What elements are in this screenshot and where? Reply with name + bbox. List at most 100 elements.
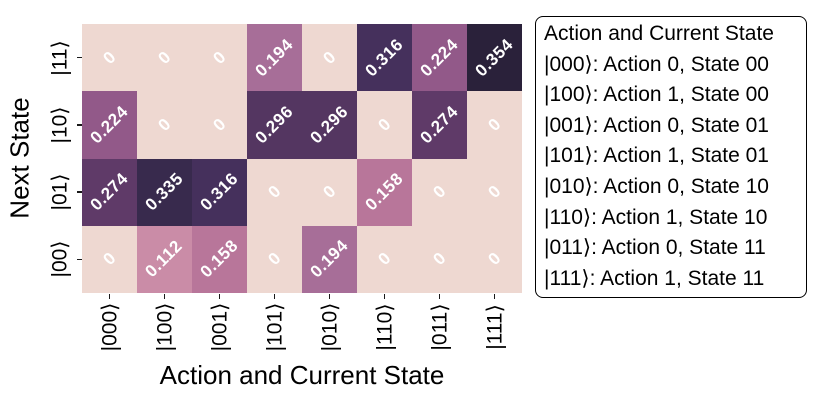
y-tick-mark	[77, 124, 82, 126]
heatmap-cell-r2-c3: 0	[247, 158, 302, 226]
heatmap-cell-value: 0	[318, 47, 340, 68]
heatmap-cell-value: 0.274	[86, 169, 132, 215]
heatmap-cell-r0-c2: 0	[192, 24, 247, 92]
heatmap-cell-value: 0	[483, 248, 505, 270]
y-tick-mark	[77, 258, 82, 261]
heatmap-cell-r2-c2: 0.316	[192, 158, 247, 226]
heatmap-cell-r3-c0: 0	[82, 225, 137, 293]
x-tick-label-4: |010⟩	[318, 302, 341, 352]
heatmap-cell-r2-c0: 0.274	[82, 158, 137, 226]
y-tick-mark	[77, 191, 82, 193]
x-axis-title: Action and Current State	[159, 360, 445, 390]
x-tick-mark	[383, 293, 386, 299]
heatmap-cell-value: 0	[373, 248, 395, 270]
heatmap-cell-value: 0	[153, 47, 175, 68]
heatmap-cell-value: 0.335	[141, 169, 187, 215]
heatmap-cell-value: 0	[483, 181, 505, 203]
heatmap-cell-r0-c3: 0.194	[247, 24, 302, 92]
x-tick-label-1: |100⟩	[153, 302, 176, 352]
heatmap-cell-r1-c4: 0.296	[302, 91, 357, 159]
heatmap-cell-value: 0	[98, 47, 120, 68]
legend-title: Action and Current State	[544, 22, 774, 45]
heatmap-cell-r1-c7: 0	[467, 91, 522, 159]
heatmap-cell-value: 0.224	[86, 101, 132, 148]
x-tick-label-7: |111⟩	[483, 304, 506, 350]
heatmap-cell-r0-c1: 0	[137, 24, 192, 92]
heatmap-cell-value: 0.224	[416, 34, 462, 80]
x-tick-mark	[438, 293, 441, 299]
x-tick-mark	[273, 293, 276, 299]
heatmap-cell-r2-c4: 0	[302, 158, 357, 226]
heatmap-cell-value: 0	[428, 181, 450, 203]
heatmap-cell-r3-c1: 0.112	[137, 225, 192, 293]
heatmap-cell-r1-c1: 0	[137, 91, 192, 159]
heatmap-cell-value: 0.316	[196, 169, 242, 215]
heatmap-cell-r2-c5: 0.158	[357, 158, 412, 226]
x-tick-label-3: |101⟩	[263, 302, 286, 352]
x-tick-label-6: |011⟩	[428, 303, 451, 351]
heatmap-cell-value: 0	[373, 114, 395, 135]
x-tick-mark	[163, 293, 166, 299]
heatmap-cell-r2-c6: 0	[412, 158, 467, 226]
heatmap-cell-value: 0	[318, 181, 340, 203]
heatmap-cell-value: 0.194	[251, 34, 297, 80]
heatmap-cell-value: 0	[208, 114, 230, 135]
x-tick-mark	[493, 293, 496, 299]
y-tick-label-0: |11⟩	[48, 39, 72, 76]
heatmap-cell-r3-c4: 0.194	[302, 225, 357, 293]
heatmap-cell-value: 0.112	[141, 236, 187, 282]
x-tick-mark	[108, 293, 111, 299]
legend-entry-7: |111⟩: Action 1, State 11	[544, 266, 765, 290]
heatmap-cell-value: 0	[483, 114, 505, 135]
heatmap-cell-value: 0	[208, 47, 230, 68]
heatmap-cell-r3-c2: 0.158	[192, 225, 247, 293]
x-tick-mark	[328, 293, 331, 299]
heatmap-cell-r1-c5: 0	[357, 91, 412, 159]
legend-entry-2: |001⟩: Action 0, State 01	[544, 113, 769, 137]
legend-entry-4: |010⟩: Action 0, State 10	[544, 174, 769, 198]
legend-box: Action and Current State |000⟩: Action 0…	[535, 16, 807, 298]
heatmap-cell-r3-c7: 0	[467, 225, 522, 293]
y-axis-title: Next State	[4, 97, 35, 219]
heatmap-cell-r0-c6: 0.224	[412, 24, 467, 92]
heatmap-cell-r1-c2: 0	[192, 91, 247, 159]
heatmap-cell-value: 0	[263, 181, 285, 203]
x-tick-mark	[218, 293, 221, 299]
y-tick-label-3: |00⟩	[48, 240, 72, 278]
heatmap-cell-value: 0.354	[471, 34, 517, 80]
heatmap-cell-r3-c3: 0	[247, 225, 302, 293]
y-tick-mark	[77, 56, 82, 59]
heatmap-cell-value: 0.158	[361, 169, 407, 215]
heatmap-cell-r0-c5: 0.316	[357, 24, 412, 92]
heatmap-cell-value: 0.158	[196, 236, 242, 282]
legend-entry-6: |011⟩: Action 0, State 11	[544, 236, 766, 260]
heatmap-cell-value: 0	[428, 248, 450, 270]
y-tick-label-1: |10⟩	[48, 106, 72, 144]
heatmap-cell-value: 0.296	[306, 101, 352, 148]
heatmap-cell-r1-c6: 0.274	[412, 91, 467, 159]
heatmap-cell-r0-c0: 0	[82, 24, 137, 92]
heatmap-cell-value: 0	[153, 114, 175, 135]
x-tick-label-5: |110⟩	[373, 303, 396, 351]
heatmap-cell-r2-c1: 0.335	[137, 158, 192, 226]
heatmap-cell-value: 0.274	[416, 101, 462, 148]
legend-entry-0: |000⟩: Action 0, State 00	[544, 52, 769, 76]
heatmap-cell-value: 0.296	[251, 101, 297, 148]
x-tick-label-2: |001⟩	[208, 302, 231, 352]
y-tick-label-2: |01⟩	[48, 173, 72, 211]
heatmap-cell-r0-c7: 0.354	[467, 24, 522, 92]
heatmap-cell-r2-c7: 0	[467, 158, 522, 226]
heatmap-cell-r0-c4: 0	[302, 24, 357, 92]
heatmap-cell-value: 0	[98, 248, 120, 270]
heatmap-cell-r3-c6: 0	[412, 225, 467, 293]
legend-entry-3: |101⟩: Action 1, State 01	[544, 144, 769, 168]
legend-entry-5: |110⟩: Action 1, State 10	[544, 205, 768, 229]
heatmap-grid: 0 0 0 0.194 0 0.316 0.224 0.354 0.224 0 0 0.296 0.29…	[82, 24, 522, 293]
heatmap-cell-r3-c5: 0	[357, 225, 412, 293]
heatmap-cell-value: 0.316	[361, 34, 407, 80]
x-tick-label-0: |000⟩	[98, 302, 121, 352]
legend-entries: |000⟩: Action 0, State 00 |100⟩: Action 1…	[544, 50, 798, 295]
heatmap-cell-r1-c3: 0.296	[247, 91, 302, 159]
heatmap-cell-value: 0.194	[306, 236, 352, 282]
